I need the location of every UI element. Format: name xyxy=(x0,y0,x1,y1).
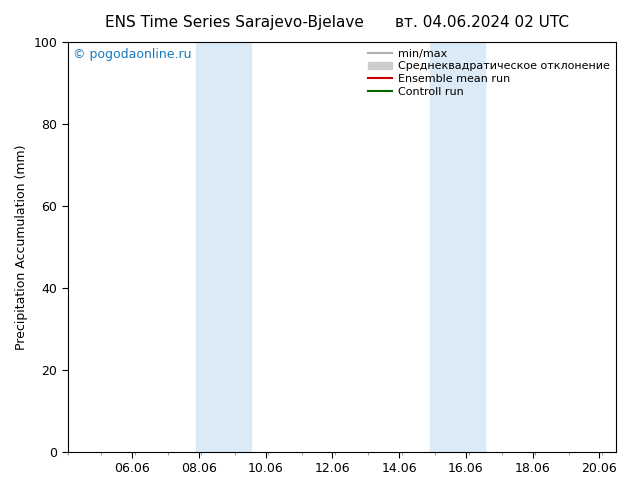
Bar xyxy=(196,42,252,452)
Legend: min/max, Среднеквадратическое отклонение, Ensemble mean run, Controll run: min/max, Среднеквадратическое отклонение… xyxy=(363,44,614,101)
Bar xyxy=(430,42,485,452)
Text: вт. 04.06.2024 02 UTC: вт. 04.06.2024 02 UTC xyxy=(395,15,569,30)
Y-axis label: Precipitation Accumulation (mm): Precipitation Accumulation (mm) xyxy=(15,144,28,349)
Text: © pogodaonline.ru: © pogodaonline.ru xyxy=(74,48,192,61)
Text: ENS Time Series Sarajevo-Bjelave: ENS Time Series Sarajevo-Bjelave xyxy=(105,15,364,30)
